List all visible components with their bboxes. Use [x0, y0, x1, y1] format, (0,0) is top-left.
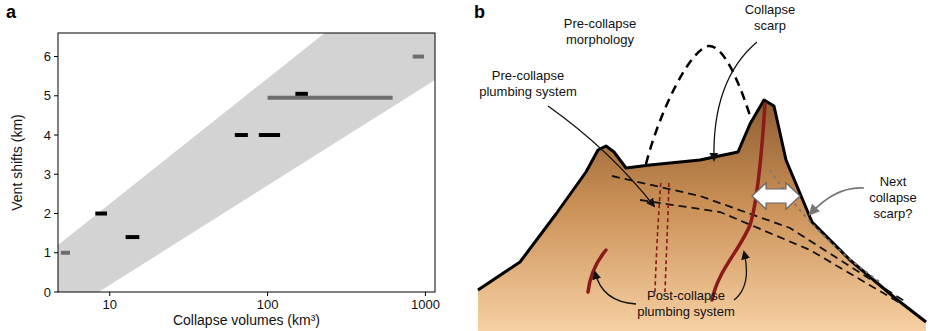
- x-tick: [425, 292, 426, 296]
- panel-label: a: [6, 2, 17, 22]
- plot-marks: [58, 33, 435, 292]
- label-line: plumbing system: [479, 84, 577, 99]
- trend-band: [58, 33, 435, 292]
- range-bar: [95, 212, 107, 216]
- y-tick: [54, 213, 58, 214]
- range-bar: [259, 133, 280, 137]
- x-axis-title: Collapse volumes (km³): [173, 312, 320, 328]
- post-collapse-plumbing: [588, 250, 606, 292]
- y-axis-title: Vent shifts (km): [9, 114, 25, 210]
- y-tick: [54, 174, 58, 175]
- volcano-diagram: [478, 42, 926, 331]
- label-line: Next: [880, 174, 907, 189]
- label-collapse-scarp: Collapsescarp: [745, 2, 796, 33]
- range-bar: [235, 133, 248, 137]
- range-bar: [295, 92, 307, 96]
- label-pre-collapse-morphology: Pre-collapsemorphology: [564, 16, 636, 47]
- figure: 0 1 2 3 4 5 6 10 100 1000 Collapse volumes (km³) Ve…: [0, 0, 931, 331]
- y-tick-label: 2: [44, 206, 51, 221]
- label-line: morphology: [566, 32, 634, 47]
- leader-arrow: [714, 42, 757, 160]
- x-tick-label: 10: [103, 297, 117, 312]
- leader-arrow: [734, 252, 746, 300]
- collapse-scarp: [612, 176, 906, 302]
- label-line: plumbing system: [637, 304, 735, 319]
- leader-arrow: [595, 272, 636, 304]
- label-post-collapse-plumbing: Post-collapseplumbing system: [637, 288, 735, 319]
- y-tick-label: 0: [44, 285, 51, 300]
- label-next-collapse-scarp: Nextcollapsescarp?: [869, 174, 917, 221]
- y-tick-label: 4: [44, 128, 51, 143]
- x-tick: [109, 292, 110, 296]
- range-bar: [413, 55, 424, 59]
- range-bar: [126, 235, 140, 239]
- label-line: scarp: [754, 18, 786, 33]
- shift-arrow: [752, 183, 800, 209]
- label-line: scarp?: [873, 206, 912, 221]
- label-line: collapse: [869, 190, 917, 205]
- range-bar: [268, 96, 393, 100]
- label-line: Post-collapse: [647, 288, 725, 303]
- y-tick-label: 1: [44, 245, 51, 260]
- volcano-body: [478, 100, 926, 331]
- label-pre-collapse-plumbing: Pre-collapseplumbing system: [479, 68, 577, 99]
- post-collapse-plumbing: [712, 104, 765, 300]
- panel-label: b: [474, 2, 485, 22]
- plot-frame: [58, 33, 435, 292]
- x-tick-label: 100: [257, 297, 279, 312]
- x-tick: [267, 292, 268, 296]
- pre-collapse-plumbing: [665, 180, 669, 292]
- y-tick: [54, 252, 58, 253]
- label-line: Pre-collapse: [564, 16, 636, 31]
- y-tick: [54, 292, 58, 293]
- y-tick-label: 6: [44, 49, 51, 64]
- leader-arrow: [548, 106, 654, 206]
- y-tick-label: 3: [44, 167, 51, 182]
- pre-collapse-plumbing: [655, 180, 661, 292]
- y-tick: [54, 95, 58, 96]
- label-line: Collapse: [745, 2, 796, 17]
- x-tick-label: 1000: [411, 297, 440, 312]
- y-tick: [54, 56, 58, 57]
- collapse-scarp: [640, 200, 912, 310]
- range-bar: [61, 251, 70, 255]
- pre-collapse-morphology: [646, 46, 752, 164]
- label-line: Pre-collapse: [492, 68, 564, 83]
- y-tick-label: 5: [44, 88, 51, 103]
- volcano-outline: [478, 100, 926, 322]
- y-tick: [54, 135, 58, 136]
- leader-arrow: [810, 188, 864, 214]
